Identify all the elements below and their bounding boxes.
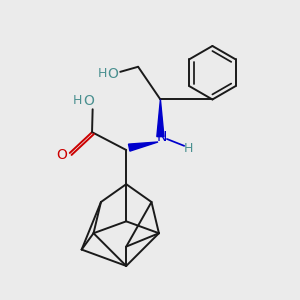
- Text: H: H: [98, 67, 107, 80]
- Text: O: O: [56, 148, 67, 162]
- Polygon shape: [128, 142, 158, 151]
- Text: O: O: [83, 94, 94, 108]
- Polygon shape: [157, 100, 164, 136]
- Text: O: O: [107, 67, 118, 81]
- Text: H: H: [184, 142, 193, 155]
- Text: N: N: [157, 130, 167, 144]
- Text: H: H: [73, 94, 83, 107]
